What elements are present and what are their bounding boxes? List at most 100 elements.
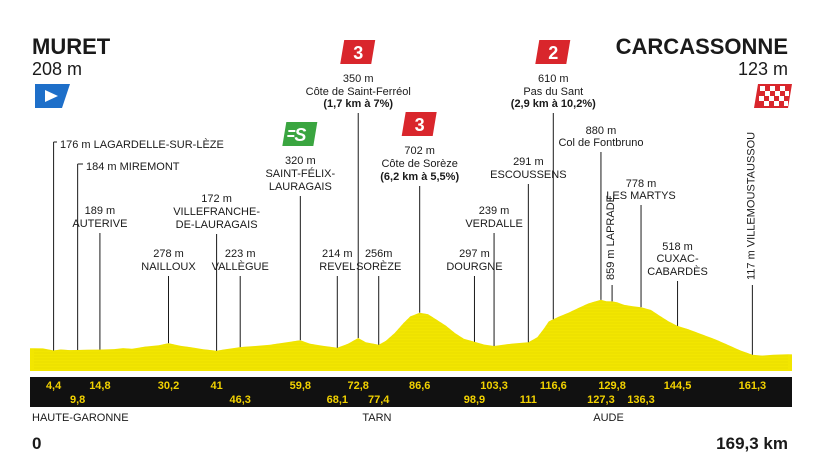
km-label: 127,3 [587,394,615,406]
km-label: 68,1 [327,394,348,406]
marker-label-line: Côte de Sorèze [381,158,457,170]
marker-label-line: 184 m MIREMONT [86,161,180,173]
region-label: HAUTE-GARONNE [32,412,129,424]
marker-label-line: 291 m [513,156,544,168]
km-label: 144,5 [664,380,692,392]
region-label: TARN [362,412,391,424]
marker-label-line: AUTERIVE [72,218,127,230]
climb-category-icon: 2 [535,40,571,64]
marker-19: 117 m VILLEMOUSTAUSSOU [745,132,757,355]
marker-label-line: 778 m [626,178,657,190]
marker-label-line: 320 m [285,155,316,167]
km-label: 86,6 [409,380,430,392]
climb-category-icon: 3 [340,40,376,64]
svg-text:3: 3 [353,43,363,63]
km-label: 14,8 [89,380,110,392]
start-distance: 0 [32,434,41,453]
km-label: 77,4 [368,394,390,406]
marker-label-line: (6,2 km à 5,5%) [380,171,459,183]
marker-label-line: Col de Fontbruno [558,137,643,149]
marker-label-line: 350 m [343,73,374,85]
km-label: 103,3 [480,380,508,392]
start-flag-icon [35,84,70,108]
marker-label: 859 m LAPRADE [605,195,617,280]
climb-category-icon: 3 [401,112,437,136]
marker-label-line: VERDALLE [465,218,522,230]
km-label: 98,9 [464,394,485,406]
marker-label-line: SAINT-FÉLIX- [265,167,335,180]
marker-label-line: 702 m [404,145,435,157]
km-label: 129,8 [598,380,626,392]
marker-label-line: NAILLOUX [141,261,196,273]
finish-distance: 169,3 km [716,434,788,453]
marker-label-line: SORÈZE [356,260,401,273]
marker-label-line: DE-LAURAGAIS [176,219,258,231]
marker-label: 117 m VILLEMOUSTAUSSOU [745,132,757,280]
marker-label-line: (2,9 km à 10,2%) [511,98,596,110]
finish-flag-icon [754,84,792,108]
marker-16: 859 m LAPRADE [605,195,617,302]
marker-label-line: DOURGNE [446,261,502,273]
marker-label-line: 610 m [538,73,569,85]
marker-label-line: 518 m [662,241,693,253]
start-town: MURET [32,34,111,59]
marker-1: 184 m MIREMONT [77,161,180,350]
marker-label-line: 176 m LAGARDELLE-SUR-LÈZE [60,138,224,151]
marker-label-line: CABARDÈS [647,265,708,278]
km-label: 161,3 [739,380,767,392]
km-label: 116,6 [540,380,567,392]
marker-label-line: 172 m [201,193,232,205]
region-label: AUDE [593,412,624,424]
marker-label-line: 256m [365,248,393,260]
marker-label-line: Pas du Sant [523,86,583,98]
marker-label-line: Côte de Saint-Ferréol [306,86,411,98]
marker-label-line: 189 m [85,205,116,217]
region-labels: HAUTE-GARONNE TARN AUDE [32,412,624,424]
km-label: 46,3 [229,394,250,406]
finish-town: CARCASSONNE [616,34,788,59]
km-label: 136,3 [627,394,655,406]
marker-label-line: 239 m [479,205,510,217]
svg-text:2: 2 [548,43,558,63]
km-axis-bar [30,377,792,407]
marker-0: 176 m LAGARDELLE-SUR-LÈZE [53,138,224,351]
marker-label-line: 223 m [225,248,256,260]
svg-text:S: S [294,125,306,145]
marker-label-line: (1,7 km à 7%) [323,98,393,110]
km-label: 72,8 [348,380,369,392]
marker-label-line: CUXAC- [656,253,699,265]
km-axis-labels: 4,4 9,8 14,8 30,2 41 46,3 59,8 68,172,8 77,4 86,6… [46,380,766,406]
marker-label-line: VALLÈGUE [212,260,269,273]
marker-label-line: LES MARTYS [606,190,676,202]
waypoint-markers: 176 m LAGARDELLE-SUR-LÈZE 184 m MIREMONT 1… [53,40,757,355]
km-label: 41 [210,380,222,392]
km-label: 59,8 [290,380,311,392]
km-label: 111 [520,394,537,406]
km-label: 9,8 [70,394,85,406]
marker-label-line: 297 m [459,248,490,260]
marker-label-line: 880 m [586,125,617,137]
marker-label-line: VILLEFRANCHE- [173,206,260,218]
sprint-icon: S [282,122,318,146]
marker-label-line: ESCOUSSENS [490,169,566,181]
marker-label-line: LAURAGAIS [269,181,332,193]
finish-altitude: 123 m [738,59,788,79]
km-label: 30,2 [158,380,179,392]
